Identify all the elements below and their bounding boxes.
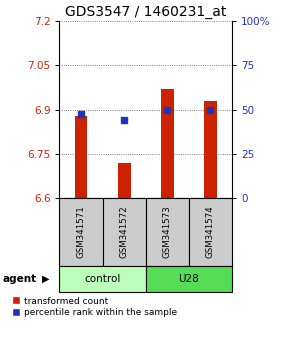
Bar (103, 198, 146, 266)
Bar (146, 266, 232, 292)
Bar (161, 89, 174, 198)
Text: control: control (84, 274, 121, 284)
Bar (75, 116, 88, 198)
Bar (118, 163, 130, 198)
Text: GSM341574: GSM341574 (206, 205, 215, 258)
Bar (189, 198, 232, 266)
Bar (59, 198, 103, 266)
Text: GSM341572: GSM341572 (120, 205, 129, 258)
Bar (59, 266, 146, 292)
Text: ▶: ▶ (42, 274, 50, 284)
Bar (146, 198, 189, 266)
Bar (204, 101, 217, 198)
Text: GSM341571: GSM341571 (77, 205, 86, 258)
Title: GDS3547 / 1460231_at: GDS3547 / 1460231_at (65, 5, 226, 19)
Text: U28: U28 (178, 274, 199, 284)
Text: GSM341573: GSM341573 (163, 205, 172, 258)
Legend: transformed count, percentile rank within the sample: transformed count, percentile rank withi… (13, 297, 177, 317)
Text: agent: agent (3, 274, 37, 284)
